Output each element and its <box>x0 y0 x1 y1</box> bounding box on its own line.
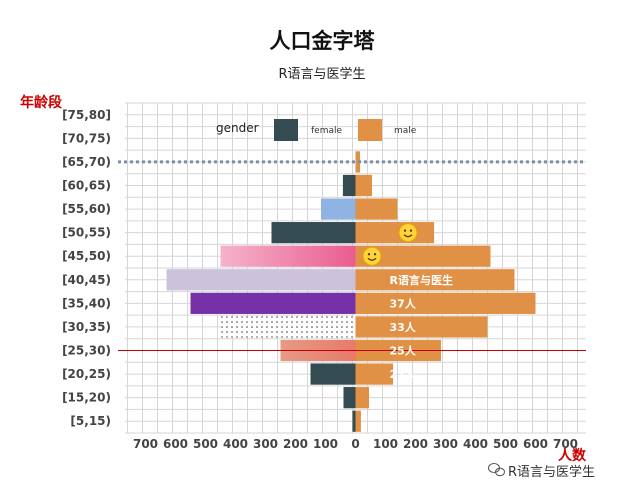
bar-male <box>355 316 488 338</box>
bar-female <box>321 198 356 220</box>
watermark: R语言与医学生 <box>488 463 595 480</box>
bar-female <box>352 410 356 432</box>
bar-annotation: 33人 <box>390 320 417 334</box>
x-tick-label: 300 <box>433 437 458 451</box>
y-tick-labels: [5,15) [15,20) [20,25) [25,30) [30,35) [35,40… <box>62 108 111 428</box>
legend: gender female male <box>216 119 417 141</box>
bar-male <box>355 222 435 244</box>
bar-male <box>355 269 515 291</box>
bar-annotation: 25人 <box>390 344 417 358</box>
bar-male <box>355 151 360 173</box>
watermark-text: R语言与医学生 <box>508 464 595 480</box>
bar-female <box>220 245 356 267</box>
y-tick-label: [75,80] <box>62 108 111 122</box>
y-tick-label: [15,20) <box>62 391 111 405</box>
y-axis-label: 年龄段 <box>20 94 62 111</box>
bar-male <box>355 245 491 267</box>
y-tick-label: [40,45) <box>62 273 111 287</box>
bar-female <box>220 316 356 338</box>
y-tick-label: [50,55) <box>62 226 111 240</box>
x-tick-label: 500 <box>493 437 518 451</box>
bar-male <box>355 174 372 197</box>
bar-female <box>271 222 356 244</box>
smiley-icon <box>362 246 382 266</box>
legend-swatch-female <box>274 119 298 141</box>
x-tick-label: 600 <box>163 437 188 451</box>
legend-label-female: female <box>311 126 342 136</box>
x-tick-label: 100 <box>313 437 338 451</box>
x-tick-label: 700 <box>553 437 578 451</box>
legend-swatch-male <box>358 119 382 141</box>
x-tick-label: 400 <box>223 437 248 451</box>
x-axis-label: 人数 <box>558 447 587 464</box>
y-tick-label: [30,35) <box>62 320 111 334</box>
legend-title: gender <box>216 121 259 135</box>
legend-label-male: male <box>394 126 417 136</box>
x-tick-label: 0 <box>351 437 359 451</box>
x-tick-label: 300 <box>253 437 278 451</box>
chart-title: 人口金字塔 <box>270 28 376 53</box>
x-tick-label: 500 <box>193 437 218 451</box>
data-annotations: R语言与医生 37人 33人 25人 22人 <box>362 223 453 381</box>
reference-lines <box>118 160 586 351</box>
x-tick-label: 700 <box>133 437 158 451</box>
bar-annotation: 22人 <box>390 367 417 381</box>
bar-annotation: R语言与医生 <box>390 273 453 287</box>
x-tick-label: 400 <box>463 437 488 451</box>
bar-female <box>190 292 356 314</box>
bar-male <box>355 292 536 314</box>
bar-female <box>343 387 356 409</box>
y-tick-label: [20,25) <box>62 367 111 381</box>
y-tick-label: [55,60) <box>62 202 111 216</box>
x-tick-label: 200 <box>403 437 428 451</box>
bar-male <box>355 387 369 409</box>
bar-annotation: 37人 <box>390 296 417 310</box>
wechat-icon <box>488 463 505 477</box>
y-tick-label: [45,50) <box>62 249 111 263</box>
chart-subtitle: R语言与医学生 <box>278 66 365 82</box>
bar-male <box>355 410 361 432</box>
y-tick-label: [65,70) <box>62 155 111 169</box>
y-tick-label: [60,65) <box>62 179 111 193</box>
smiley-icon <box>398 223 418 243</box>
y-tick-label: [5,15) <box>70 414 111 428</box>
bar-male <box>355 363 393 385</box>
y-tick-label: [25,30) <box>62 344 111 358</box>
bar-female <box>342 174 356 197</box>
y-tick-label: [35,40) <box>62 296 111 310</box>
bar-male <box>355 198 398 220</box>
x-tick-label: 200 <box>283 437 308 451</box>
y-tick-label: [70,75) <box>62 131 111 145</box>
x-tick-label: 100 <box>373 437 398 451</box>
x-tick-labels: 700 600 500 400 300 200 100 0 100 200 300 400 500 600… <box>133 437 578 451</box>
x-tick-label: 600 <box>523 437 548 451</box>
bar-female <box>310 363 356 385</box>
bar-female <box>166 269 356 291</box>
